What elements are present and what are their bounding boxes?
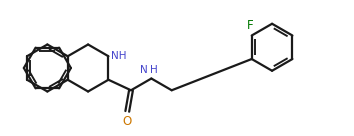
Text: NH: NH [111,51,126,61]
Text: O: O [122,115,131,128]
Text: N: N [140,65,148,75]
Text: H: H [150,65,158,75]
Text: F: F [247,19,253,32]
